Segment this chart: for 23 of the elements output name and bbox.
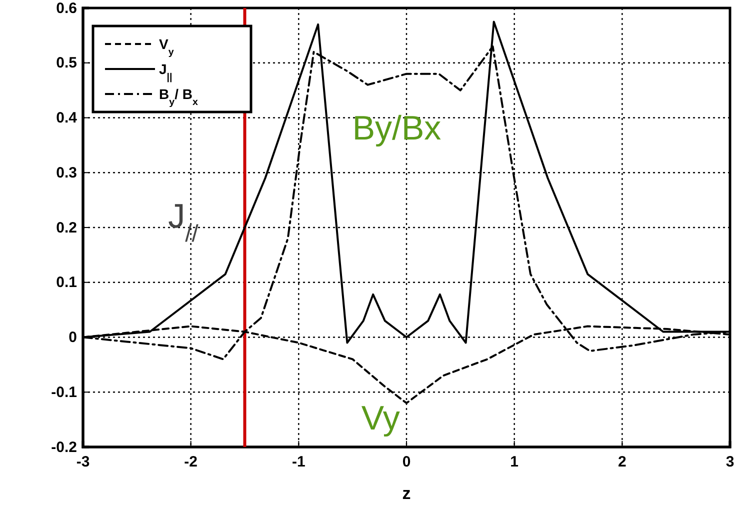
y-tick-label: 0.5 (56, 54, 77, 72)
y-tick-label: 0.2 (56, 219, 77, 236)
annotation: By/Bx (352, 110, 442, 148)
x-tick-label: -2 (184, 454, 198, 470)
legend-label: J$_{||}$ (159, 61, 172, 82)
y-tick-label: -0.1 (51, 384, 77, 401)
x-axis-title: z (402, 484, 411, 503)
x-tick-label: 3 (726, 454, 734, 470)
x-tick-label: 0 (402, 454, 411, 470)
y-tick-label: 0.3 (56, 164, 77, 182)
y-tick-label: 0.6 (56, 0, 77, 17)
annotation: Vy (361, 399, 400, 438)
y-tick-label: 0 (68, 329, 77, 346)
y-tick-label: 0.4 (56, 110, 78, 127)
x-tick-label: 1 (510, 454, 519, 470)
legend-label: V$_{y}$ (159, 36, 174, 58)
annotation: J$_{//}$ (168, 198, 199, 247)
legend-label: B$_{y}$/ B$_{x}$ (159, 86, 198, 108)
x-tick-label: -3 (76, 454, 90, 470)
x-tick-label: -1 (292, 454, 306, 470)
y-tick-label: -0.2 (51, 438, 77, 456)
x-tick-label: 2 (618, 454, 626, 470)
y-tick-label: 0.1 (56, 274, 77, 292)
